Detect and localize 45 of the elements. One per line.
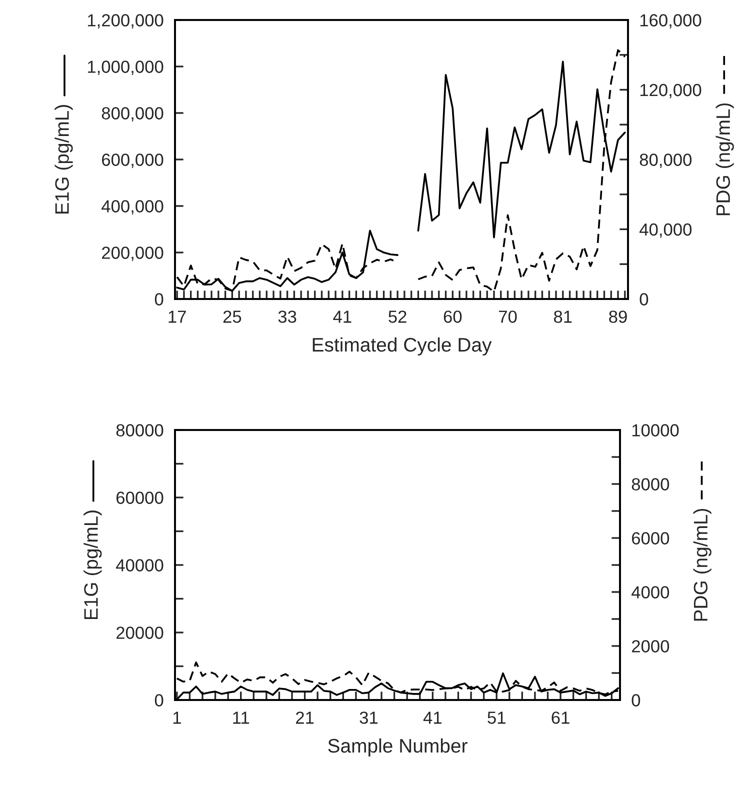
- y-tick-label: 1,200,000: [88, 14, 164, 29]
- x-tick-label: 41: [333, 310, 352, 323]
- x-tick-label: 52: [388, 310, 406, 323]
- y2-tick-label: 10000: [632, 424, 679, 436]
- y2-tick-label: 160,000: [640, 14, 702, 29]
- y-tick-label: 800,000: [102, 107, 164, 122]
- y2-axis-title: PDG (ng/mL): [716, 103, 734, 216]
- x-tick-label: 60: [444, 310, 462, 323]
- y-axis-title: E1G (pg/mL): [84, 510, 102, 620]
- x-tick-label: 31: [360, 712, 378, 724]
- x-tick-label: 21: [296, 712, 314, 724]
- x-tick-label: 89: [609, 310, 627, 323]
- y-tick-label: 40000: [116, 559, 164, 572]
- y2-tick-label: 120,000: [640, 84, 702, 98]
- y-tick-label: 0: [154, 694, 164, 706]
- y-tick-label: 80000: [116, 424, 164, 436]
- y2-tick-label: 8000: [632, 478, 670, 490]
- y-tick-label: 1,000,000: [88, 60, 164, 76]
- y-tick-label: 0: [154, 293, 164, 306]
- x-tick-label: 1: [173, 712, 181, 724]
- x-axis-title: Sample Number: [328, 738, 468, 757]
- y-tick-label: 20000: [116, 626, 164, 639]
- x-tick-label: 41: [423, 712, 442, 724]
- y2-tick-label: 4000: [632, 586, 670, 598]
- x-axis-title: Estimated Cycle Day: [312, 337, 492, 356]
- x-tick-label: 61: [552, 712, 570, 724]
- y-tick-label: 400,000: [102, 200, 164, 215]
- y-tick-label: 600,000: [102, 154, 164, 168]
- y2-tick-label: 6000: [632, 532, 670, 544]
- y-tick-label: 60000: [116, 492, 164, 504]
- y-tick-label: 200,000: [102, 246, 164, 262]
- y-axis-title: E1G (pg/mL): [54, 105, 73, 214]
- y2-tick-label: 0: [640, 293, 648, 306]
- x-tick-label: 51: [488, 712, 506, 724]
- x-tick-label: 81: [554, 310, 572, 323]
- x-tick-label: 70: [499, 310, 517, 323]
- y2-tick-label: 40,000: [640, 223, 692, 238]
- x-tick-label: 33: [278, 310, 296, 323]
- y2-tick-label: 2000: [632, 640, 670, 652]
- x-tick-label: 11: [233, 712, 250, 724]
- y2-tick-label: 0: [632, 694, 640, 706]
- y2-tick-label: 80,000: [640, 154, 692, 168]
- y2-axis-title: PDG (ng/mL): [693, 508, 712, 621]
- x-tick-label: 25: [223, 310, 242, 323]
- x-tick-label: 17: [168, 310, 186, 323]
